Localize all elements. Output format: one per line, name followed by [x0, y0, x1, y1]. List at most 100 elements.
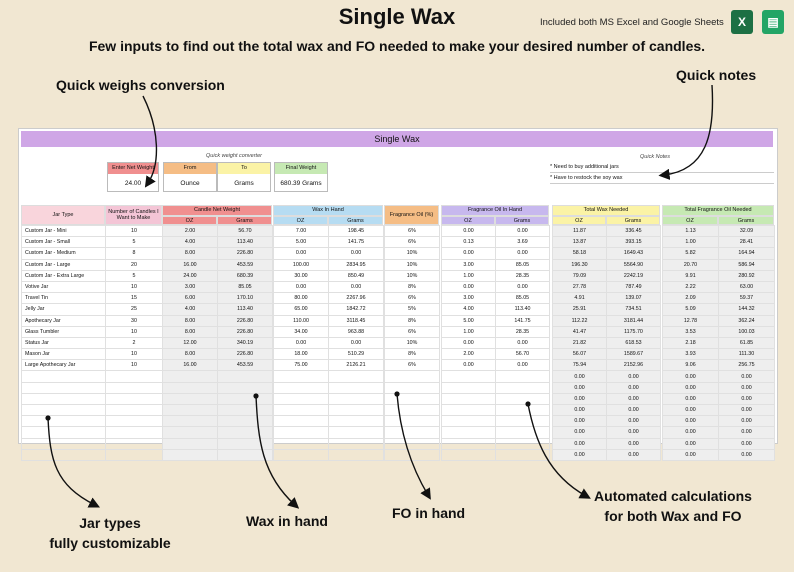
- converter-to[interactable]: To Grams: [217, 162, 271, 192]
- table-cell[interactable]: 0.00: [662, 448, 719, 461]
- table-totals: 11.87 336.45 1.13 32.09 13.87 393.15 1.00 28.41…: [552, 224, 775, 461]
- table-cell[interactable]: 61.85: [718, 336, 775, 350]
- table-row: [21, 448, 273, 461]
- converter-final-value: 680.39 Grams: [280, 180, 322, 187]
- col-total-fo-grams: Grams: [718, 216, 774, 225]
- table-cell[interactable]: [328, 448, 384, 461]
- table-cell[interactable]: 5.00: [273, 236, 329, 249]
- table-cell[interactable]: 6%: [384, 236, 440, 249]
- table-row: 58.18 1649.43 5.82 164.94: [552, 247, 775, 260]
- table-row: 0.00 0.00: [441, 247, 550, 260]
- table-fo-in-hand: 0.00 0.00 0.13 3.69 0.00 0.00 3.00 85.05 1.00 28.…: [441, 224, 550, 461]
- table-row: 7.00 198.45: [273, 224, 384, 238]
- table-row: [441, 448, 550, 461]
- table-cell[interactable]: [162, 448, 218, 461]
- col-total-wax-grams: Grams: [606, 216, 660, 225]
- excel-icon: X: [731, 10, 753, 34]
- table-cell[interactable]: [495, 448, 550, 461]
- table-row: [273, 370, 384, 383]
- col-fo-in-hand: Fragrance Oil In Hand: [441, 205, 549, 216]
- converter-title: Quick weight converter: [206, 153, 262, 159]
- col-total-wax-oz: OZ: [552, 216, 606, 225]
- table-fo-pct: 6% 6% 10% 10% 10% 8% 6% 5% 8% 6% 10% 8% 6%: [384, 224, 440, 461]
- table-row: 13.87 393.15 1.00 28.41: [552, 236, 775, 249]
- table-row: [21, 392, 273, 406]
- converter-enter[interactable]: Enter Net Weight 24.00: [107, 162, 159, 192]
- arrow-quick-notes: [658, 84, 714, 180]
- table-cell[interactable]: 141.75: [328, 236, 384, 249]
- converter-from[interactable]: From Ounce: [163, 162, 217, 192]
- annotation-automated-line2: for both Wax and FO: [604, 508, 742, 524]
- arrow-wax-in-hand: [255, 395, 300, 509]
- table-row: [21, 415, 273, 428]
- annotation-jar-types-line2: fully customizable: [49, 535, 171, 551]
- table-row: 6%: [384, 236, 440, 249]
- table-cell[interactable]: 2.00: [162, 224, 218, 238]
- table-cell[interactable]: 28.41: [718, 236, 775, 249]
- note-line-2[interactable]: * Have to restock the soy wax: [550, 173, 774, 184]
- table-cell[interactable]: 6%: [384, 292, 440, 305]
- table-cell[interactable]: 56.70: [217, 224, 273, 238]
- table-row: Apothecary Jar 30 8.00 226.80: [21, 314, 273, 327]
- table-row: 25.91 734.51 5.09 144.32: [552, 303, 775, 316]
- table-row: 4.91 139.07 2.09 59.37: [552, 292, 775, 305]
- col-candle-net-weight: Candle Net Weight: [162, 205, 272, 216]
- table-cell[interactable]: 1.00: [662, 236, 719, 249]
- table-row: 21.82 618.53 2.18 61.85: [552, 336, 775, 350]
- converter-enter-label: Enter Net Weight: [108, 163, 158, 174]
- table-cell[interactable]: 336.45: [606, 224, 661, 238]
- sheet-banner: Single Wax: [21, 131, 773, 147]
- table-cell[interactable]: 0.00: [606, 426, 661, 439]
- notes-title: Quick Notes: [640, 154, 670, 160]
- table-cell[interactable]: 11.87: [552, 224, 607, 238]
- table-row: 11.87 336.45 1.13 32.09: [552, 224, 775, 238]
- col-net-grams: Grams: [217, 216, 272, 225]
- table-cell[interactable]: 0.00: [718, 370, 775, 383]
- dot-automated: [525, 401, 531, 407]
- table-cell[interactable]: 170.10: [217, 292, 273, 305]
- table-row: [21, 403, 273, 417]
- table-jar-weight: Custom Jar - Mini 10 2.00 56.70 Custom Jar -…: [21, 224, 273, 461]
- table-cell[interactable]: 0.00: [606, 448, 661, 461]
- table-row: 0.00 0.00 0.00 0.00: [552, 370, 775, 383]
- page-title: Single Wax: [338, 4, 456, 29]
- col-wax-oz: OZ: [273, 216, 328, 225]
- table-cell[interactable]: 393.15: [606, 236, 661, 249]
- table-cell[interactable]: 32.09: [718, 224, 775, 238]
- converter-enter-value[interactable]: 24.00: [124, 180, 142, 187]
- table-row: 34.00 963.88: [273, 325, 384, 338]
- table-row: 65.00 1842.72: [273, 303, 384, 316]
- table-cell[interactable]: 0.00: [552, 381, 607, 394]
- table-cell[interactable]: 112.22: [552, 314, 607, 327]
- converter-to-value[interactable]: Grams: [234, 180, 254, 187]
- table-cell[interactable]: 198.45: [328, 224, 384, 238]
- table-cell[interactable]: 113.40: [217, 236, 273, 249]
- table-cell[interactable]: [384, 448, 440, 461]
- table-cell[interactable]: 0.00: [718, 448, 775, 461]
- annotation-fo-in-hand: FO in hand: [392, 505, 466, 521]
- table-cell[interactable]: 6%: [384, 224, 440, 238]
- table-row: 6%: [384, 224, 440, 238]
- col-total-fo-oz: OZ: [662, 216, 718, 225]
- google-sheets-icon: ▤: [762, 10, 784, 34]
- table-row: 0.00 0.00: [441, 224, 550, 238]
- col-fo-grams: Grams: [495, 216, 549, 225]
- table-cell[interactable]: 3.69: [495, 236, 550, 249]
- table-row: [21, 381, 273, 394]
- table-cell[interactable]: [217, 448, 273, 461]
- dot-jar-types: [45, 415, 51, 421]
- converter-from-value[interactable]: Ounce: [180, 180, 200, 187]
- table-cell[interactable]: 0.00: [552, 448, 607, 461]
- table-cell[interactable]: 4.00: [162, 236, 218, 249]
- arrow-automated: [527, 403, 591, 499]
- table-cell[interactable]: 0.00: [495, 224, 550, 238]
- col-jar-type: Jar Type: [21, 205, 105, 225]
- table-row: 5.00 141.75: [273, 236, 384, 249]
- table-row: [273, 448, 384, 461]
- table-row: 0.00 0.00 0.00 0.00: [552, 448, 775, 461]
- table-cell[interactable]: 0.00: [552, 437, 607, 450]
- table-cell[interactable]: 0.00: [718, 415, 775, 428]
- table-row: 18.00 510.29: [273, 348, 384, 361]
- table-wax-in-hand: 7.00 198.45 5.00 141.75 0.00 0.00 100.00 2834.9…: [273, 224, 384, 461]
- col-wax-in-hand: Wax In Hand: [273, 205, 383, 216]
